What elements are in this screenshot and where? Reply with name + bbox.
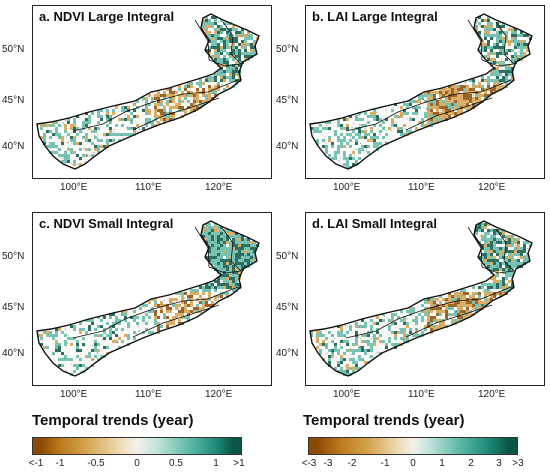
lon-tick-120-b: 120°E — [478, 182, 506, 193]
panel-title-d: d. LAI Small Integral — [312, 216, 437, 231]
trend-raster — [310, 223, 532, 376]
league-boundary — [124, 79, 239, 113]
colorbar-lai-label-9: >3 — [512, 458, 524, 469]
colorbar-ndvi — [32, 437, 242, 455]
league-boundary — [72, 111, 126, 132]
league-boundary — [222, 21, 242, 65]
lat-tick-50-d: 50°N — [276, 251, 299, 262]
trend-raster — [37, 16, 259, 169]
lon-tick-100-d: 100°E — [333, 389, 361, 400]
league-boundary — [397, 286, 512, 320]
league-boundary — [495, 228, 515, 272]
significance-dots — [325, 223, 530, 372]
lon-tick-110-b: 110°E — [408, 182, 435, 193]
lat-tick-45-c: 45°N — [2, 302, 25, 313]
colorbar-ndvi-label-4: 0 — [134, 458, 140, 469]
trend-raster — [37, 223, 259, 376]
lat-tick-50-b: 50°N — [276, 44, 299, 55]
map-canvas-a — [36, 13, 260, 170]
colorbar-lai-label-5: 0 — [410, 458, 416, 469]
league-boundary — [72, 318, 126, 339]
colorbar-lai-label-3: -2 — [347, 458, 357, 469]
league-boundary — [132, 304, 220, 338]
map-panel-c: c. NDVI Small Integral — [32, 212, 272, 386]
league-boundary — [495, 21, 515, 65]
map-panel-a: a. NDVI Large Integral — [32, 5, 272, 179]
colorbar-lai-label-2: -3 — [323, 458, 333, 469]
lon-tick-110-a: 110°E — [135, 182, 162, 193]
lon-tick-100-a: 100°E — [60, 182, 88, 193]
lat-tick-40-d: 40°N — [276, 348, 299, 359]
colorbar-lai-label-6: 1 — [439, 458, 445, 469]
lon-tick-100-b: 100°E — [333, 182, 361, 193]
colorbar-lai-label-4: -1 — [380, 458, 390, 469]
panel-title-a: a. NDVI Large Integral — [39, 9, 175, 24]
league-boundary — [405, 97, 493, 131]
league-boundary — [345, 318, 399, 339]
lon-tick-120-d: 120°E — [478, 389, 506, 400]
lat-tick-45-a: 45°N — [2, 95, 25, 106]
lon-tick-110-d: 110°E — [408, 389, 435, 400]
league-boundary — [222, 228, 242, 272]
colorbar-ndvi-label-6: 1 — [213, 458, 219, 469]
colorbar-ndvi-label-2: -1 — [55, 458, 65, 469]
colorbar-ndvi-label-5: 0.5 — [169, 458, 183, 469]
colorbar-lai-label-7: 2 — [468, 458, 474, 469]
lat-tick-50-a: 50°N — [2, 44, 25, 55]
lon-tick-100-c: 100°E — [60, 389, 88, 400]
lat-tick-50-c: 50°N — [2, 251, 25, 262]
trend-raster — [310, 16, 532, 169]
lon-tick-110-c: 110°E — [135, 389, 162, 400]
lat-tick-45-d: 45°N — [276, 302, 299, 313]
lon-tick-120-c: 120°E — [205, 389, 233, 400]
league-boundary — [194, 19, 242, 67]
league-boundary — [397, 79, 512, 113]
region-outline — [309, 220, 533, 377]
panel-title-c: c. NDVI Small Integral — [39, 216, 174, 231]
league-boundary — [194, 226, 242, 274]
significance-dots — [52, 17, 250, 166]
lon-tick-120-a: 120°E — [205, 182, 233, 193]
league-boundary — [467, 226, 515, 274]
colorbar-ndvi-label-3: -0.5 — [87, 458, 105, 469]
lat-tick-40-a: 40°N — [2, 141, 25, 152]
colorbar-lai — [308, 437, 518, 455]
league-boundary — [124, 286, 239, 320]
region-outline — [309, 13, 533, 170]
map-canvas-d — [309, 220, 533, 377]
region-outline — [36, 13, 260, 170]
map-canvas-b — [309, 13, 533, 170]
map-panel-b: b. LAI Large Integral — [305, 5, 545, 179]
panel-title-b: b. LAI Large Integral — [312, 9, 438, 24]
colorbar-title-lai: Temporal trends (year) — [303, 412, 465, 429]
lat-tick-45-b: 45°N — [276, 95, 299, 106]
map-canvas-c — [36, 220, 260, 377]
region-outline — [36, 220, 260, 377]
lat-tick-40-b: 40°N — [276, 141, 299, 152]
colorbar-title-ndvi: Temporal trends (year) — [32, 412, 194, 429]
league-boundary — [345, 111, 399, 132]
lat-tick-40-c: 40°N — [2, 348, 25, 359]
league-boundary — [132, 97, 220, 131]
colorbar-ndvi-label-7: >1 — [233, 458, 245, 469]
colorbar-lai-label-8: 3 — [496, 458, 502, 469]
league-boundary — [405, 304, 493, 338]
map-panel-d: d. LAI Small Integral — [305, 212, 545, 386]
league-boundary — [467, 19, 515, 67]
colorbar-ndvi-label-1: <-1 — [28, 458, 44, 469]
colorbar-lai-label-1: <-3 — [301, 458, 317, 469]
